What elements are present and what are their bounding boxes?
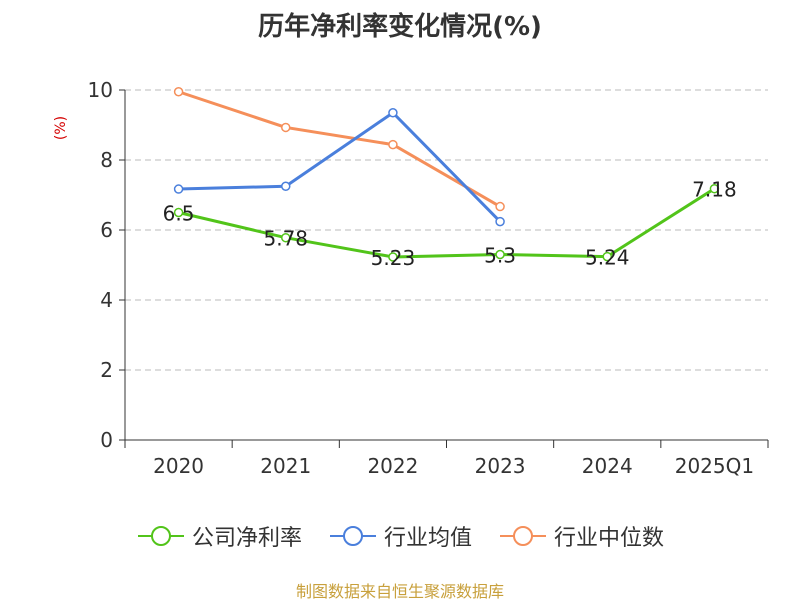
legend-swatch <box>500 526 546 546</box>
y-tick-label: 8 <box>100 148 113 172</box>
data-point <box>495 216 505 227</box>
data-label: 7.18 <box>692 178 737 202</box>
data-label: 6.5 <box>163 202 195 226</box>
legend-label: 行业中位数 <box>554 526 665 551</box>
data-point <box>173 207 184 218</box>
data-point <box>173 87 184 97</box>
y-tick-label: 10 <box>88 78 113 102</box>
data-point <box>495 201 505 212</box>
source-footer: 制图数据来自恒生聚源数据库 <box>295 582 504 601</box>
data-labels: 6.5 5.78 5.23 5.3 5.24 7.18 <box>163 178 737 270</box>
grid-lines <box>125 89 768 371</box>
series-line <box>178 187 716 259</box>
chart-title: 历年净利率变化情况(%) <box>258 12 542 42</box>
y-tick-label: 2 <box>100 358 113 382</box>
data-label: 5.78 <box>263 227 308 251</box>
legend-swatch-circle <box>150 526 171 546</box>
axes: 0 2 4 6 8 10 2020 2021 2022 2023 2024 2025Q1 <box>88 78 769 478</box>
series-line <box>178 111 502 223</box>
data-point <box>281 181 291 191</box>
legend: 公司净利率 行业均值 行业中位数 <box>0 520 800 552</box>
x-tick-label: 2022 <box>367 454 418 478</box>
x-tick-label: 2020 <box>153 454 204 478</box>
legend-swatch <box>137 526 184 546</box>
data-point <box>173 184 184 194</box>
x-tick-label: 2024 <box>582 454 633 478</box>
data-point <box>495 249 505 260</box>
data-label: 5.24 <box>585 246 630 270</box>
legend-label: 行业均值 <box>383 526 472 551</box>
x-tick-label: 2021 <box>260 454 311 478</box>
legend-swatch-circle <box>342 526 363 546</box>
series-line <box>178 90 501 208</box>
x-tick-label: 2025Q1 <box>675 454 754 478</box>
x-tick-label: 2023 <box>475 454 526 478</box>
legend-label: 公司净利率 <box>191 526 302 551</box>
data-label: 5.23 <box>371 246 416 270</box>
series-lines <box>173 87 720 262</box>
y-tick-label: 0 <box>100 428 113 452</box>
y-tick-label: 4 <box>100 288 113 312</box>
legend-swatch <box>329 526 376 546</box>
data-point <box>388 108 398 118</box>
legend-item[interactable]: 行业均值 <box>328 520 472 552</box>
data-label: 5.3 <box>484 244 516 268</box>
legend-item[interactable]: 行业中位数 <box>498 520 664 552</box>
data-point <box>602 251 612 262</box>
legend-item[interactable]: 公司净利率 <box>136 520 302 552</box>
data-point <box>281 122 291 133</box>
data-point <box>388 139 398 150</box>
data-point <box>388 252 398 262</box>
data-point <box>709 183 720 194</box>
legend-swatch-circle <box>513 526 533 546</box>
data-point <box>281 232 291 243</box>
y-tick-label: 6 <box>100 218 113 242</box>
